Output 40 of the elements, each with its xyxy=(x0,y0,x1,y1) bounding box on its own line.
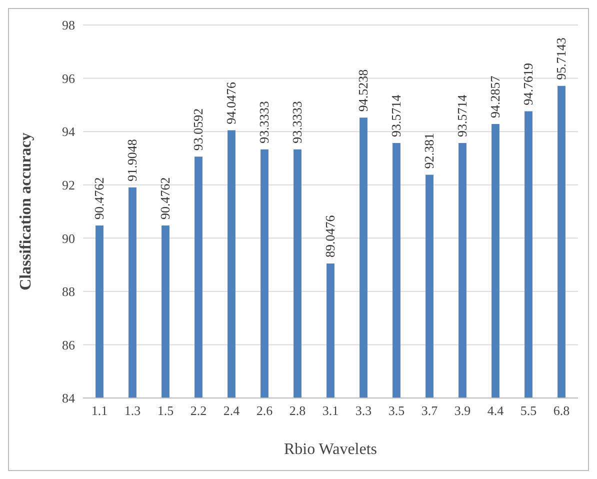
x-tick-label: 2.4 xyxy=(223,403,240,418)
data-label: 94.0476 xyxy=(224,82,238,124)
x-tick-label: 3.7 xyxy=(421,403,438,418)
data-label: 94.2857 xyxy=(488,75,502,118)
y-tick-label: 88 xyxy=(62,284,75,300)
data-label: 89.0476 xyxy=(322,214,338,258)
x-tick-label: 4.4 xyxy=(487,403,504,418)
y-tick-label: 84 xyxy=(62,390,76,406)
data-label: 93.3333 xyxy=(256,101,272,144)
x-axis-title: Rbio Wavelets xyxy=(284,441,378,458)
data-label: 95.7143 xyxy=(554,38,568,80)
y-tick-label: 90 xyxy=(62,230,75,246)
y-tick-label: 98 xyxy=(62,18,75,33)
x-tick-label: 3.9 xyxy=(454,403,471,418)
data-label: 94.5238 xyxy=(356,69,370,112)
x-tick-label: 1.1 xyxy=(91,403,108,418)
data-label: 93.0592 xyxy=(190,108,206,151)
data-label: 90.4762 xyxy=(158,177,172,220)
data-label: 90.4762 xyxy=(92,177,106,220)
x-tick-label: 5.5 xyxy=(520,403,537,418)
y-tick-label: 92 xyxy=(62,177,75,192)
y-tick-label: 86 xyxy=(62,337,76,352)
x-tick-label: 2.6 xyxy=(256,403,274,418)
x-tick-label: 3.3 xyxy=(355,403,372,418)
x-tick-label: 2.8 xyxy=(289,403,306,418)
y-tick-label: 94 xyxy=(62,124,76,140)
data-label: 93.5714 xyxy=(388,94,404,137)
y-axis-title: Classification accuracy xyxy=(18,132,35,290)
x-tick-label: 6.8 xyxy=(553,403,570,418)
x-tick-label: 1.3 xyxy=(124,403,141,418)
y-tick-label: 96 xyxy=(62,70,76,86)
x-tick-label: 3.1 xyxy=(322,403,339,418)
data-label: 93.5714 xyxy=(454,94,470,137)
data-label: 92.381 xyxy=(422,132,436,169)
data-label: 91.9048 xyxy=(124,139,140,182)
data-label: 93.3333 xyxy=(290,101,304,144)
data-label: 94.7619 xyxy=(520,63,536,106)
x-tick-label: 2.2 xyxy=(190,403,207,418)
x-tick-label: 3.5 xyxy=(388,403,405,418)
x-tick-label: 1.5 xyxy=(157,403,174,418)
